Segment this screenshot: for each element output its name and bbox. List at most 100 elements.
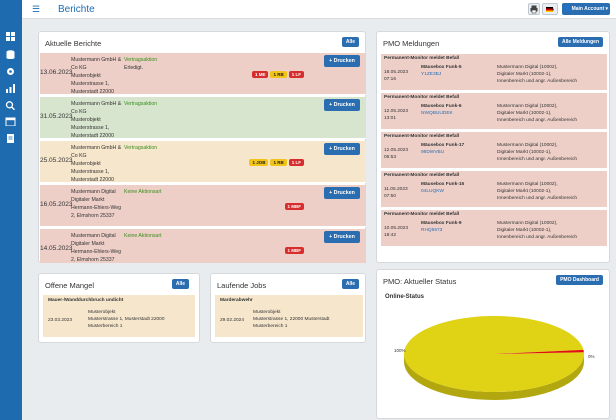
address-line: Digitaler Markt [71, 197, 105, 203]
drucken-button[interactable]: + Drucken [324, 99, 360, 111]
count-badge: 1 JOB [249, 159, 269, 166]
pie-label-left: 100% [394, 348, 406, 353]
language-button[interactable]: ▼ [542, 3, 558, 15]
pmo-location: Mustermann Digital (10002), Digitaler Ma… [497, 142, 605, 163]
pmo-meldung-title: Permanent-Monitor meldet Befall [384, 56, 460, 61]
pmo-date: 12.05.2023 [384, 109, 409, 114]
address-line: Hermann-Ehlers-Weg [71, 249, 122, 255]
print-button[interactable] [528, 3, 540, 15]
bericht-status: Vertragsaktion [124, 144, 184, 152]
gear-icon[interactable] [5, 67, 16, 76]
grid-icon[interactable] [5, 32, 16, 41]
address-line: Co KG [71, 65, 87, 71]
address-line: Musterobjekt [253, 310, 281, 315]
pie-slice-offline [494, 349, 584, 354]
page-title: Berichte [58, 4, 95, 15]
pmo-status-card: PMO: Aktueller Status PMO Dashboard Onli… [376, 269, 610, 419]
menu-toggle-icon[interactable]: ☰ [32, 4, 41, 14]
drucken-button[interactable]: + Drucken [324, 187, 360, 199]
alle-mangel-button[interactable]: Alle [171, 279, 189, 289]
bericht-date: 16.05.2023 [40, 201, 73, 208]
laufende-jobs-card: Laufende Jobs Alle Marderabwehr 29.02.20… [210, 273, 366, 343]
status-type: Keine Aktionsart [124, 189, 162, 195]
address-line: Co KG [71, 109, 87, 115]
pmo-meldung-row[interactable]: Permanent-Monitor meldet Befall 18.05.20… [381, 54, 607, 91]
address-line: Musterstrasse 1, [71, 125, 110, 131]
pmo-meldung-datetime: 11.05.2023 07:50 [384, 186, 408, 200]
job-date: 29.02.2024 [220, 318, 245, 323]
database-icon[interactable] [5, 50, 16, 59]
device-code-link[interactable]: RHQ5673 [421, 228, 443, 233]
pmo-time: 06:53 [384, 155, 397, 160]
job-title: Marderabwehr [220, 298, 253, 303]
pmo-dashboard-button[interactable]: PMO Dashboard [556, 275, 603, 285]
offene-mangel-card: Offene Mangel Alle Mauer-/Wanddurchbruch… [38, 273, 200, 343]
pmo-meldung-title: Permanent-Monitor meldet Befall [384, 134, 460, 139]
chart-icon[interactable] [5, 84, 16, 93]
search-icon[interactable] [5, 101, 16, 110]
pmo-date: 18.05.2023 [384, 70, 409, 75]
drucken-button[interactable]: + Drucken [324, 55, 360, 67]
address-line: 2, Elmshorn 25337 [71, 213, 115, 219]
alle-meldungen-button[interactable]: Alle Meldungen [558, 37, 603, 47]
mangel-address: Musterobjekt Musterstrasse 1, Musterstad… [88, 309, 165, 330]
pmo-meldung-row[interactable]: Permanent-Monitor meldet Befall 10.05.20… [381, 210, 607, 247]
pmo-date: 11.05.2023 [384, 187, 408, 192]
pmo-meldung-row[interactable]: Permanent-Monitor meldet Befall 12.05.20… [381, 93, 607, 130]
pmo-time: 07:16 [384, 77, 397, 82]
pmo-meldung-datetime: 12.05.2023 06:53 [384, 147, 408, 161]
device-code-link[interactable]: 04LUQKW [421, 189, 444, 194]
device-name: Mäusebox Funk-17 [421, 143, 465, 148]
pmo-date: 12.05.2023 [384, 148, 409, 153]
bericht-row[interactable]: 16.05.2023 Mustermann Digital Digitaler M… [40, 185, 366, 227]
card-title: Aktuelle Berichte [45, 39, 102, 48]
job-item[interactable]: Marderabwehr 29.02.2024 Musterobjekt Mus… [215, 295, 363, 337]
drucken-button[interactable]: + Drucken [324, 143, 360, 155]
pmo-device: Mäusebox Funk-17 98DWVBU [421, 142, 464, 156]
drucken-button[interactable]: + Drucken [324, 231, 360, 243]
pmo-meldung-row[interactable]: Permanent-Monitor meldet Befall 12.05.20… [381, 132, 607, 169]
bericht-row[interactable]: 25.05.2023 Mustermann GmbH & Co KG Mustero… [40, 141, 366, 183]
bericht-date: 14.05.2023 [40, 245, 73, 252]
alle-jobs-button[interactable]: Alle [341, 279, 359, 289]
device-name: Mäusebox Funk-6 [421, 104, 462, 109]
device-code-link[interactable]: NWQBUUDEK [421, 111, 453, 116]
account-label: Main Account [571, 6, 605, 12]
pmo-device: Mäusebox Funk-6 NWQBUUDEK [421, 103, 462, 117]
count-badge: 1 MBF [284, 203, 304, 210]
bericht-status: Keine Aktionsart [124, 232, 184, 240]
address-line: Musterstrasse 1, [71, 81, 110, 87]
status-type: Vertragsaktion [124, 57, 158, 63]
pmo-location: Mustermann Digital (10002), Digitaler Ma… [497, 103, 605, 124]
pmo-meldung-title: Permanent-Monitor meldet Befall [384, 95, 460, 100]
document-icon[interactable] [5, 134, 16, 143]
account-button[interactable]: 👤 Main Account ▾ [562, 3, 610, 15]
device-code-link[interactable]: 98DWVBU [421, 150, 445, 155]
bericht-row[interactable]: 31.05.2023 Mustermann GmbH & Co KG Mustero… [40, 97, 366, 139]
calendar-icon[interactable] [5, 117, 16, 126]
pmo-location: Mustermann Digital (10002), Digitaler Ma… [497, 220, 605, 241]
address-line: Mustermann GmbH & [71, 145, 122, 151]
location-line: Digitaler Markt (10002-1), [497, 111, 552, 116]
pie-label-right: 0% [588, 354, 595, 359]
location-line: Mustermann Digital (10002), [497, 104, 558, 109]
bericht-status: Vertragsaktion [124, 100, 184, 108]
address-line: Mustermann GmbH & [71, 57, 122, 63]
badge-group: 1 JOB 1 RB 1 LF [249, 159, 304, 166]
pmo-location: Mustermann Digital (10002), Digitaler Ma… [497, 181, 605, 202]
bericht-row[interactable]: 13.06.2023 Mustermann GmbH & Co KG Mustero… [40, 53, 366, 95]
mangel-item[interactable]: Mauer-/Wanddurchbruch undicht 23.03.2023… [43, 295, 195, 337]
alle-berichte-button[interactable]: Alle [341, 37, 359, 47]
bericht-date: 13.06.2023 [40, 69, 73, 76]
bericht-row[interactable]: 14.05.2023 Mustermann Digital Digitaler M… [40, 229, 366, 263]
location-line: Digitaler Markt (10002-1), [497, 150, 552, 155]
bericht-status: Vertragsaktion Erledigt. [124, 56, 184, 72]
mangel-title: Mauer-/Wanddurchbruch undicht [48, 298, 124, 303]
status-note: Erledigt. [124, 65, 144, 71]
address-line: Musterstadt 22000 [71, 89, 114, 95]
pmo-device: Mäusebox Funk-5 Y1ZE3BJ [421, 64, 462, 78]
pmo-meldung-row[interactable]: Permanent-Monitor meldet Befall 11.05.20… [381, 171, 607, 208]
address-line: Musterstadt 22000 [71, 177, 114, 183]
device-code-link[interactable]: Y1ZE3BJ [421, 72, 442, 77]
bericht-date: 31.05.2023 [40, 113, 73, 120]
